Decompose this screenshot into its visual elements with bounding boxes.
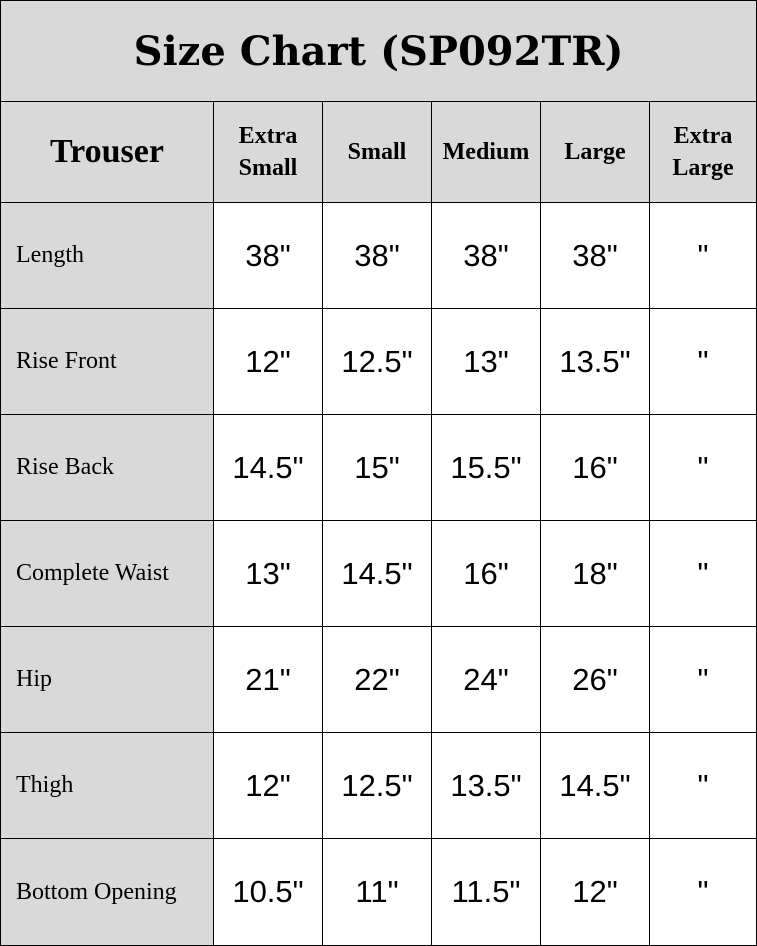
header-category: Trouser — [1, 102, 214, 203]
header-size: Large — [541, 102, 650, 203]
measurement-cell: 22" — [323, 627, 432, 733]
measurement-cell: 12" — [214, 733, 323, 839]
measurement-cell: " — [650, 521, 756, 627]
measurement-cell: 38" — [323, 203, 432, 309]
measurement-cell: 24" — [432, 627, 541, 733]
measurement-cell: 14.5" — [541, 733, 650, 839]
measurement-cell: 13" — [432, 309, 541, 415]
measurement-cell: 16" — [541, 415, 650, 521]
measurement-cell: " — [650, 309, 756, 415]
measurement-cell: " — [650, 733, 756, 839]
measurement-cell: 18" — [541, 521, 650, 627]
header-size: Extra Small — [214, 102, 323, 203]
row-label: Thigh — [1, 733, 214, 839]
measurement-cell: 14.5" — [214, 415, 323, 521]
table-title: Size Chart (SP092TR) — [1, 1, 756, 102]
measurement-cell: 12" — [214, 309, 323, 415]
measurement-cell: 12" — [541, 839, 650, 945]
measurement-cell: " — [650, 627, 756, 733]
row-label: Rise Back — [1, 415, 214, 521]
measurement-cell: " — [650, 839, 756, 945]
measurement-cell: 11" — [323, 839, 432, 945]
row-label: Hip — [1, 627, 214, 733]
measurement-cell: 16" — [432, 521, 541, 627]
measurement-cell: 15" — [323, 415, 432, 521]
measurement-cell: 38" — [432, 203, 541, 309]
measurement-cell: 11.5" — [432, 839, 541, 945]
measurement-cell: 10.5" — [214, 839, 323, 945]
header-size: Extra Large — [650, 102, 756, 203]
measurement-cell: 13.5" — [541, 309, 650, 415]
measurement-cell: " — [650, 415, 756, 521]
header-size: Medium — [432, 102, 541, 203]
measurement-cell: 14.5" — [323, 521, 432, 627]
measurement-cell: 12.5" — [323, 309, 432, 415]
measurement-cell: 21" — [214, 627, 323, 733]
measurement-cell: 26" — [541, 627, 650, 733]
measurement-cell: 15.5" — [432, 415, 541, 521]
measurement-cell: 38" — [214, 203, 323, 309]
measurement-cell: " — [650, 203, 756, 309]
measurement-cell: 12.5" — [323, 733, 432, 839]
measurement-cell: 13.5" — [432, 733, 541, 839]
row-label: Length — [1, 203, 214, 309]
size-grid: Trouser Extra Small Small Medium Large Extra L… — [1, 102, 756, 945]
header-size: Small — [323, 102, 432, 203]
row-label: Complete Waist — [1, 521, 214, 627]
row-label: Rise Front — [1, 309, 214, 415]
row-label: Bottom Opening — [1, 839, 214, 945]
measurement-cell: 13" — [214, 521, 323, 627]
measurement-cell: 38" — [541, 203, 650, 309]
